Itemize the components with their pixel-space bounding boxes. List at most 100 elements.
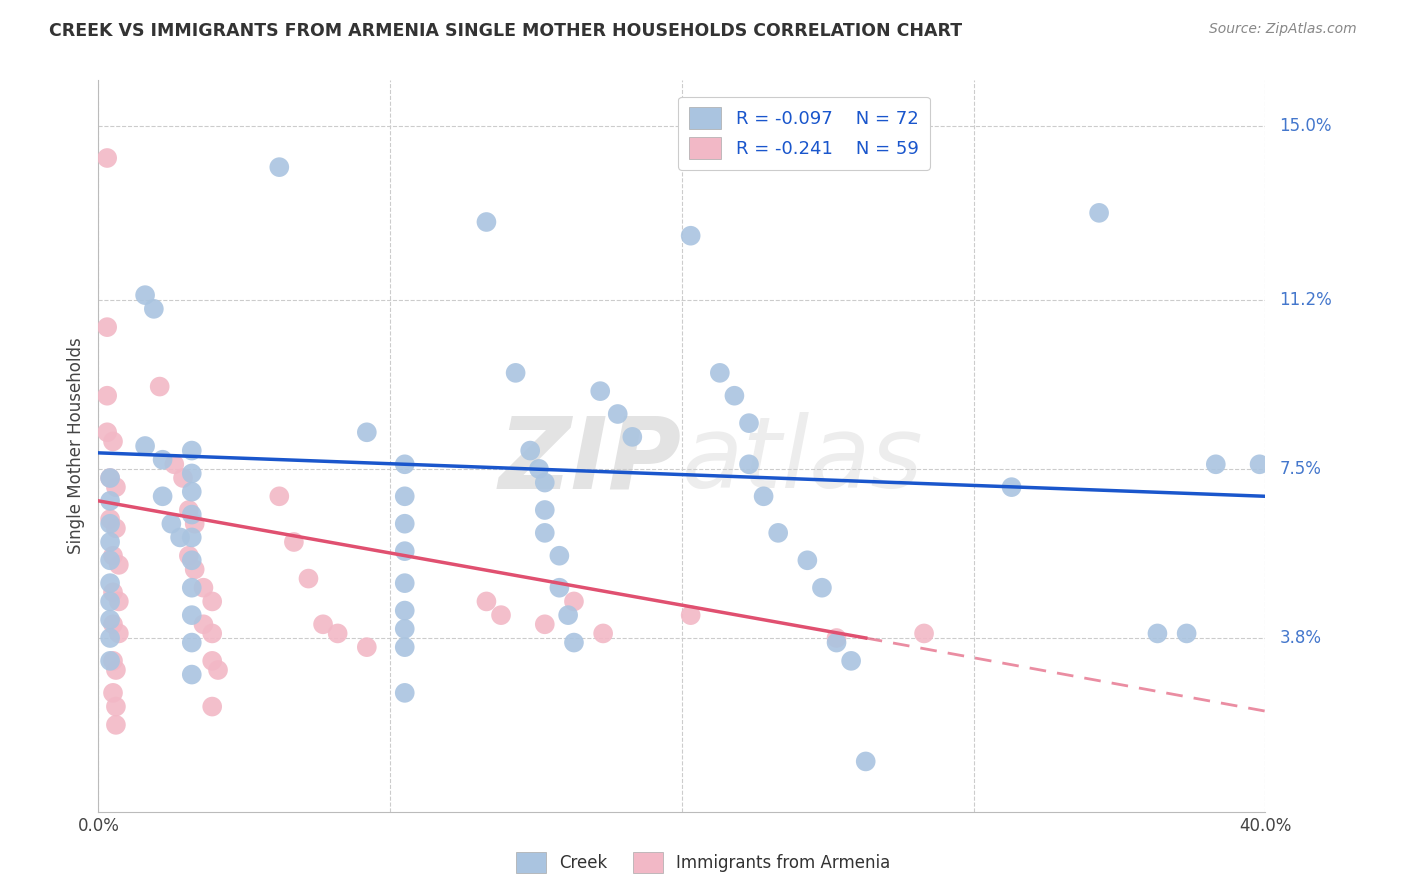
Point [98, 471, 121, 485]
Point [527, 462, 550, 476]
Point [207, 663, 229, 677]
Point [172, 471, 194, 485]
Point [98, 512, 121, 526]
Point [679, 608, 702, 623]
Point [98, 631, 121, 645]
Text: 7.5%: 7.5% [1279, 460, 1322, 478]
Point [589, 384, 612, 399]
Point [104, 718, 127, 732]
Text: 15.0%: 15.0% [1279, 117, 1331, 135]
Point [98, 594, 121, 608]
Text: Source: ZipAtlas.com: Source: ZipAtlas.com [1209, 22, 1357, 37]
Point [104, 699, 127, 714]
Point [201, 699, 224, 714]
Point [152, 452, 174, 467]
Point [108, 558, 131, 572]
Point [201, 654, 224, 668]
Point [562, 594, 585, 608]
Point [592, 626, 614, 640]
Point [533, 503, 555, 517]
Point [180, 530, 202, 544]
Point [134, 439, 156, 453]
Point [98, 535, 121, 549]
Point [796, 553, 818, 567]
Point [180, 484, 202, 499]
Point [104, 480, 127, 494]
Text: CREEK VS IMMIGRANTS FROM ARMENIA SINGLE MOTHER HOUSEHOLDS CORRELATION CHART: CREEK VS IMMIGRANTS FROM ARMENIA SINGLE … [49, 22, 962, 40]
Point [297, 572, 319, 586]
Point [101, 654, 124, 668]
Point [152, 489, 174, 503]
Legend: R = -0.097    N = 72, R = -0.241    N = 59: R = -0.097 N = 72, R = -0.241 N = 59 [678, 96, 929, 169]
Point [163, 458, 186, 472]
Point [312, 617, 335, 632]
Point [98, 471, 121, 485]
Point [180, 581, 202, 595]
Point [142, 301, 165, 316]
Point [134, 288, 156, 302]
Point [533, 617, 555, 632]
Point [180, 508, 202, 522]
Point [394, 458, 416, 472]
Point [1000, 480, 1022, 494]
Point [394, 576, 416, 591]
Point [98, 494, 121, 508]
Point [394, 516, 416, 531]
Point [180, 443, 202, 458]
Point [533, 475, 555, 490]
Point [505, 366, 527, 380]
Point [475, 215, 498, 229]
Point [160, 516, 183, 531]
Text: 3.8%: 3.8% [1279, 629, 1322, 647]
Text: ZIP: ZIP [499, 412, 682, 509]
Point [738, 458, 761, 472]
Point [557, 608, 579, 623]
Point [177, 503, 200, 517]
Point [201, 594, 224, 608]
Point [356, 640, 378, 655]
Point [1249, 458, 1271, 472]
Point [855, 755, 877, 769]
Point [193, 581, 215, 595]
Point [283, 535, 305, 549]
Point [101, 585, 124, 599]
Point [104, 521, 127, 535]
Point [96, 320, 118, 334]
Point [98, 654, 121, 668]
Point [98, 576, 121, 591]
Text: atlas: atlas [682, 412, 924, 509]
Point [169, 530, 191, 544]
Point [180, 553, 202, 567]
Point [98, 516, 121, 531]
Point [489, 608, 512, 623]
Point [394, 686, 416, 700]
Point [149, 379, 172, 393]
Point [98, 613, 121, 627]
Point [533, 525, 555, 540]
Point [96, 151, 118, 165]
Legend: Creek, Immigrants from Armenia: Creek, Immigrants from Armenia [509, 846, 897, 880]
Point [752, 489, 775, 503]
Point [104, 663, 127, 677]
Point [548, 549, 571, 563]
Point [101, 617, 124, 632]
Point [183, 562, 205, 576]
Point [825, 635, 848, 649]
Point [738, 416, 761, 430]
Point [101, 549, 124, 563]
Point [101, 434, 124, 449]
Point [766, 525, 789, 540]
Point [96, 389, 118, 403]
Point [606, 407, 628, 421]
Point [180, 667, 202, 681]
Point [101, 686, 124, 700]
Point [108, 626, 131, 640]
Point [201, 626, 224, 640]
Point [394, 489, 416, 503]
Point [709, 366, 731, 380]
Point [548, 581, 571, 595]
Point [394, 622, 416, 636]
Text: 11.2%: 11.2% [1279, 291, 1331, 309]
Point [1175, 626, 1198, 640]
Point [269, 160, 291, 174]
